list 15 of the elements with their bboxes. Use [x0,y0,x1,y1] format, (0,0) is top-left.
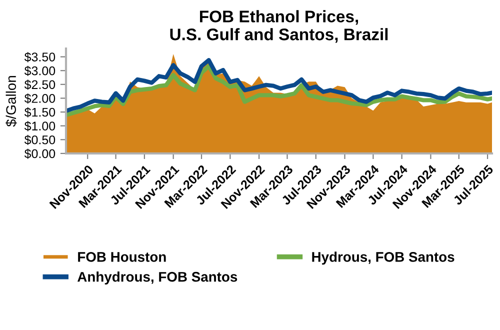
y-tick-label: $1.00 [24,121,56,132]
chart-title: FOB Ethanol Prices, U.S. Gulf and Santos, Brazil [170,10,388,43]
y-tick-label: $3.50 [24,52,56,62]
y-axis-title: $/Gallon [6,76,17,127]
y-tick-label: $1.50 [24,107,56,118]
line-series [66,64,492,118]
y-tick-label: $0.50 [24,134,56,146]
line-series [66,58,492,114]
y-tick-label: $2.00 [24,93,56,104]
legend-label: Anhydrous, FOB Santos [78,272,238,284]
y-tick-label: $2.50 [24,80,56,90]
y-tick-label: $0.00 [24,148,56,159]
legend-label: Hydrous, FOB Santos [312,252,454,265]
legend-label: FOB Houston [78,252,166,262]
y-tick-label: $3.00 [24,66,56,76]
